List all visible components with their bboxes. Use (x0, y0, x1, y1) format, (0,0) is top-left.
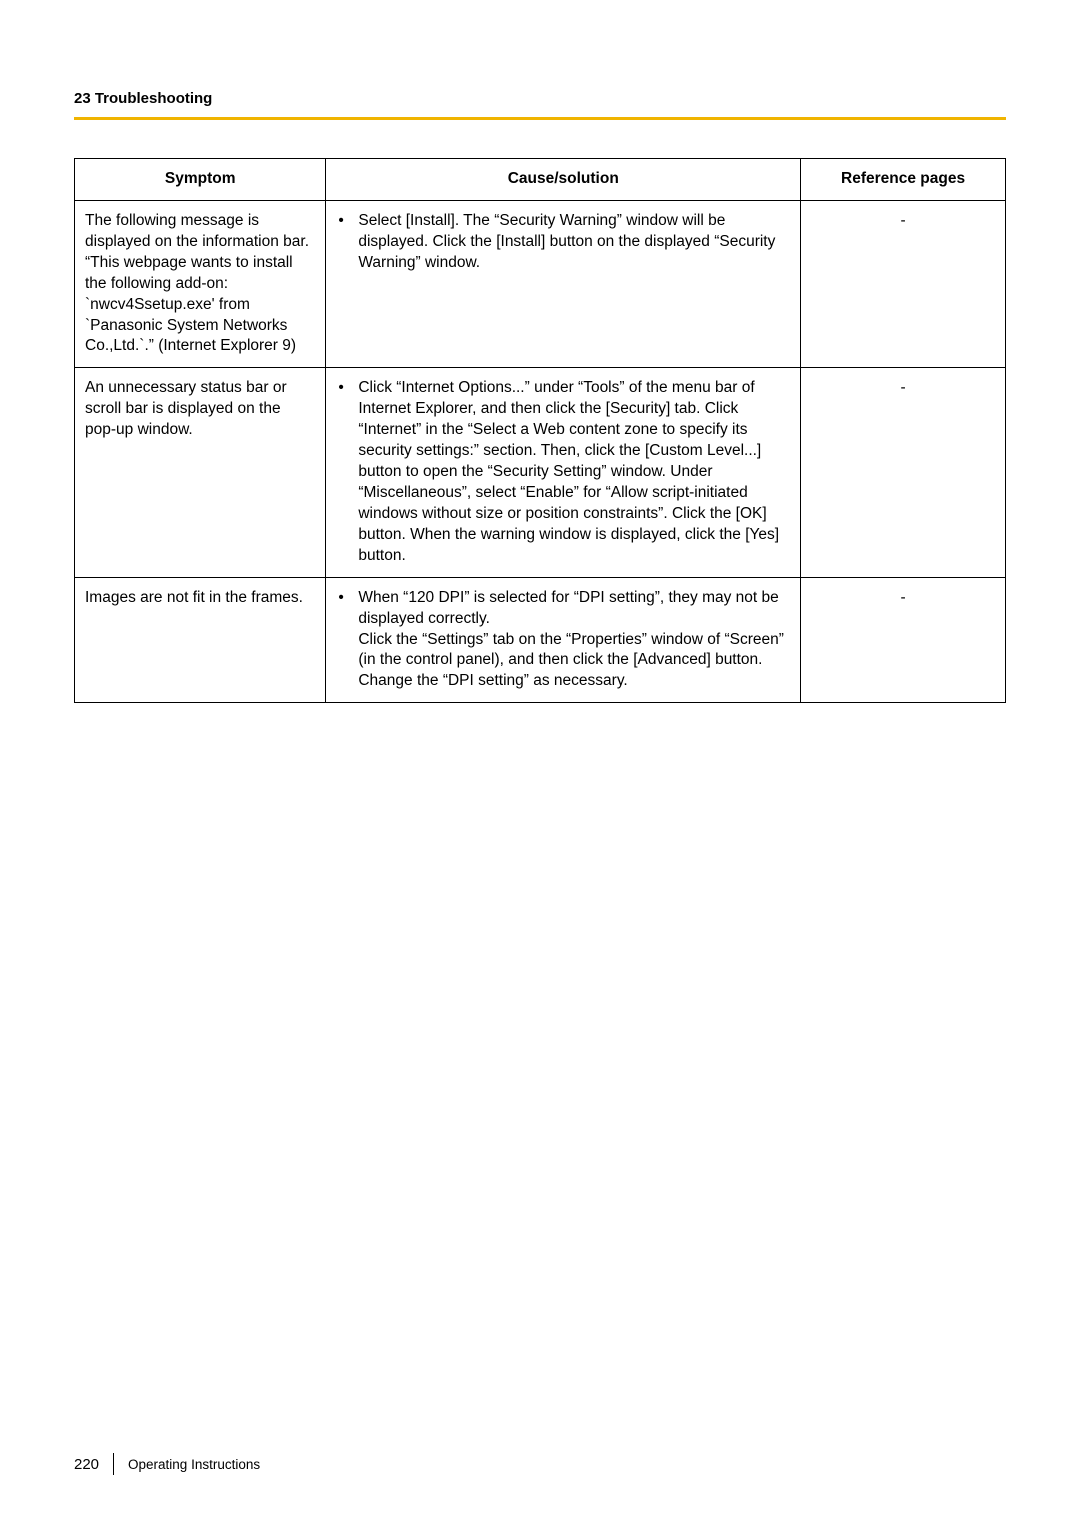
cause-cell: • When “120 DPI” is selected for “DPI se… (326, 577, 801, 703)
symptom-text: An unnecessary status bar or scroll bar … (85, 378, 315, 441)
cause-text: Select [Install]. The “Security Warning”… (358, 211, 790, 274)
cause-cell: • Click “Internet Options...” under “Too… (326, 368, 801, 577)
cause-bullet: • When “120 DPI” is selected for “DPI se… (336, 588, 790, 693)
col-header-cause: Cause/solution (326, 159, 801, 201)
symptom-cell: Images are not fit in the frames. (75, 577, 326, 703)
bullet-icon: • (336, 378, 358, 399)
header-accent-rule (74, 117, 1006, 120)
col-header-symptom: Symptom (75, 159, 326, 201)
symptom-text: The following message is displayed on th… (85, 211, 315, 357)
table-header-row: Symptom Cause/solution Reference pages (75, 159, 1006, 201)
section-header: 23 Troubleshooting (74, 90, 1006, 107)
cause-text: When “120 DPI” is selected for “DPI sett… (358, 588, 790, 693)
table-row: Images are not fit in the frames. • When… (75, 577, 1006, 703)
reference-cell: - (801, 368, 1006, 577)
symptom-cell: An unnecessary status bar or scroll bar … (75, 368, 326, 577)
reference-cell: - (801, 577, 1006, 703)
cause-text: Click “Internet Options...” under “Tools… (358, 378, 790, 566)
symptom-text: Images are not fit in the frames. (85, 588, 315, 609)
footer-separator (113, 1453, 114, 1475)
table-row: An unnecessary status bar or scroll bar … (75, 368, 1006, 577)
col-header-reference: Reference pages (801, 159, 1006, 201)
table-row: The following message is displayed on th… (75, 200, 1006, 367)
cause-bullet: • Click “Internet Options...” under “Too… (336, 378, 790, 566)
page-content: 23 Troubleshooting Symptom Cause/solutio… (0, 0, 1080, 703)
bullet-icon: • (336, 211, 358, 232)
symptom-cell: The following message is displayed on th… (75, 200, 326, 367)
bullet-icon: • (336, 588, 358, 609)
cause-bullet: • Select [Install]. The “Security Warnin… (336, 211, 790, 274)
doc-title: Operating Instructions (128, 1457, 260, 1472)
troubleshooting-table: Symptom Cause/solution Reference pages T… (74, 158, 1006, 703)
reference-cell: - (801, 200, 1006, 367)
page-number: 220 (74, 1456, 99, 1473)
cause-cell: • Select [Install]. The “Security Warnin… (326, 200, 801, 367)
page-footer: 220 Operating Instructions (74, 1453, 260, 1475)
